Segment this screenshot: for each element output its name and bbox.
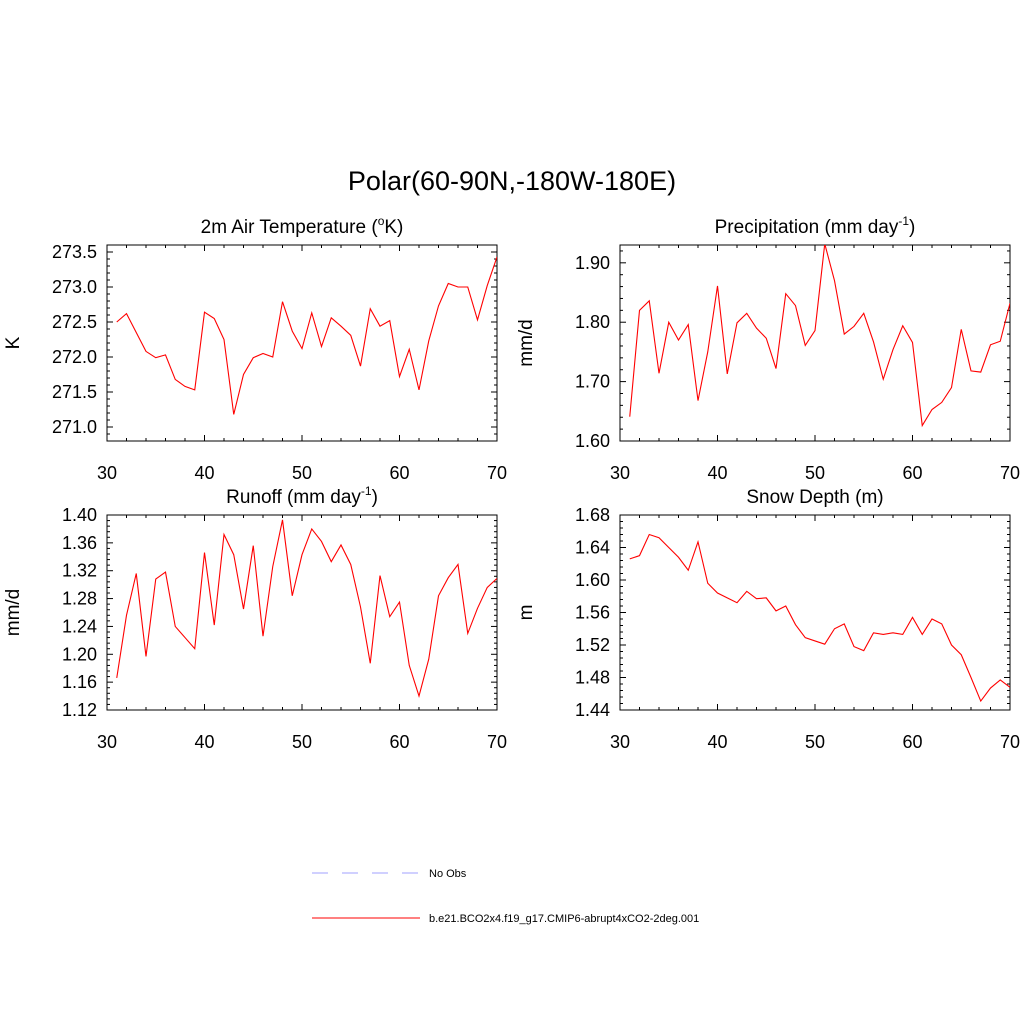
chart-panel-1: 30 40 50 60 70 271.0 271.5 272.0 272.5 273.0 273.5… xyxy=(3,214,507,483)
y-tick-label: 271.5 xyxy=(52,382,97,402)
y-tick-label: 1.60 xyxy=(575,431,610,451)
y-tick-label: 1.24 xyxy=(62,616,97,636)
series-line-1 xyxy=(116,256,497,415)
x-tick-label: 40 xyxy=(707,463,727,483)
x-tick-label: 70 xyxy=(487,732,507,752)
y-axis-label: mm/d xyxy=(3,589,24,637)
legend: No Obs b.e21.BCO2x4.f19_g17.CMIP6-abrupt4… xyxy=(312,868,699,925)
y-tick-label: 272.5 xyxy=(52,312,97,332)
x-tick-label: 30 xyxy=(97,732,117,752)
chart-panel-4: 30 40 50 60 70 1.44 1.48 1.52 1.56 1.60 1.64 1.68 m S… xyxy=(516,487,1020,752)
x-tick-label: 30 xyxy=(97,463,117,483)
y-axis-label: m xyxy=(516,605,537,621)
x-tick-label: 40 xyxy=(194,732,214,752)
y-tick-label: 1.60 xyxy=(575,570,610,590)
x-tick-label: 30 xyxy=(610,463,630,483)
y-tick-label: 1.20 xyxy=(62,644,97,664)
y-tick-label: 1.56 xyxy=(575,603,610,623)
y-tick-label: 1.48 xyxy=(575,668,610,688)
y-tick-label: 1.90 xyxy=(575,253,610,273)
chart-panel-2: 30 40 50 60 70 1.60 1.70 1.80 1.90 mm/d Precipitat… xyxy=(516,214,1020,483)
y-tick-label: 1.28 xyxy=(62,589,97,609)
y-tick-label: 1.16 xyxy=(62,672,97,692)
x-tick-label: 60 xyxy=(389,732,409,752)
x-tick-label: 50 xyxy=(292,732,312,752)
y-tick-label: 1.32 xyxy=(62,561,97,581)
y-axis-label: mm/d xyxy=(516,319,537,367)
plot-frame xyxy=(106,514,498,711)
x-tick-label: 70 xyxy=(487,463,507,483)
y-tick-label: 272.0 xyxy=(52,347,97,367)
y-tick-label: 1.52 xyxy=(575,635,610,655)
y-tick-label: 271.0 xyxy=(52,417,97,437)
y-tick-label: 1.64 xyxy=(575,538,610,558)
x-tick-label: 40 xyxy=(194,463,214,483)
panel-title: 2m Air Temperature (oK) xyxy=(201,214,404,238)
y-tick-label: 1.36 xyxy=(62,533,97,553)
main-title: Polar(60-90N,-180W-180E) xyxy=(348,166,676,196)
plot-frame xyxy=(106,244,498,442)
x-tick-label: 40 xyxy=(707,732,727,752)
x-tick-label: 70 xyxy=(1000,463,1020,483)
x-tick-label: 60 xyxy=(902,463,922,483)
plot-frame xyxy=(619,514,1011,711)
panel-title: Precipitation (mm day-1) xyxy=(715,214,916,238)
plot-frame xyxy=(619,244,1011,442)
y-tick-label: 1.12 xyxy=(62,700,97,720)
y-axis-label: K xyxy=(3,336,24,349)
y-tick-label: 1.40 xyxy=(62,505,97,525)
x-tick-label: 50 xyxy=(292,463,312,483)
y-tick-label: 1.70 xyxy=(575,372,610,392)
x-tick-label: 60 xyxy=(902,732,922,752)
x-tick-label: 30 xyxy=(610,732,630,752)
x-tick-label: 60 xyxy=(389,463,409,483)
chart-panel-3: 30 40 50 60 70 1.12 1.16 1.20 1.24 1.28 1.32 1.36 1.… xyxy=(3,484,507,752)
y-tick-label: 1.44 xyxy=(575,700,610,720)
series-line-1 xyxy=(116,519,497,699)
chart-panels: 30 40 50 60 70 271.0 271.5 272.0 272.5 273.0 273.5… xyxy=(3,214,1020,752)
legend-label-2: b.e21.BCO2x4.f19_g17.CMIP6-abrupt4xCO2-2… xyxy=(429,913,699,925)
series-line-1 xyxy=(629,533,1010,703)
y-tick-label: 1.68 xyxy=(575,505,610,525)
y-tick-label: 273.0 xyxy=(52,277,97,297)
x-tick-label: 70 xyxy=(1000,732,1020,752)
panel-title: Snow Depth (m) xyxy=(746,487,883,508)
series-line-1 xyxy=(629,245,1010,428)
y-tick-label: 273.5 xyxy=(52,242,97,262)
legend-label-1: No Obs xyxy=(429,868,467,880)
y-tick-label: 1.80 xyxy=(575,312,610,332)
x-tick-label: 50 xyxy=(805,463,825,483)
x-tick-label: 50 xyxy=(805,732,825,752)
panel-title: Runoff (mm day-1) xyxy=(226,484,378,508)
